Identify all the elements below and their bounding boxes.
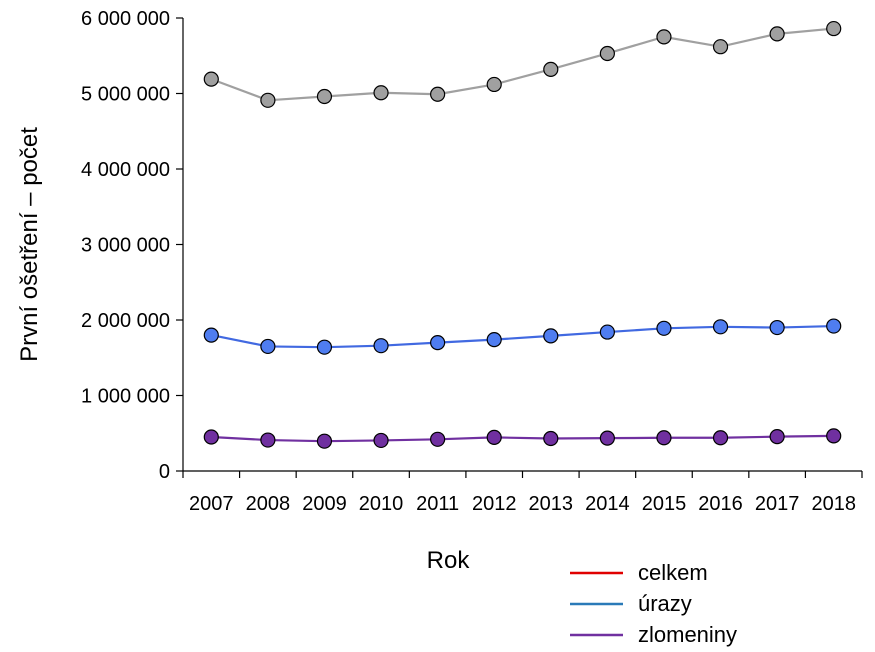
x-tick-label: 2012	[472, 493, 517, 515]
data-point	[826, 20, 842, 37]
legend-item: zlomeniny	[570, 622, 737, 647]
x-tick-labels: 2007 2008 2009 2010 2011 2012 2013 2014 2015 2016…	[189, 493, 856, 515]
axes	[176, 17, 863, 478]
x-tick-label: 2013	[529, 493, 574, 515]
data-point	[430, 86, 446, 102]
y-tick-label: 6 000 000	[81, 8, 170, 30]
data-point	[543, 430, 559, 447]
legend: celkem úrazy zlomeniny	[570, 560, 737, 647]
series-group	[203, 20, 842, 449]
data-point	[203, 327, 219, 343]
data-point	[260, 92, 276, 108]
y-tick-labels: 0 1 000 000 2 000 000 3 000 000 4 000 000 5 0…	[81, 8, 170, 483]
data-point	[769, 26, 785, 42]
y-tick-label: 3 000 000	[81, 235, 170, 257]
data-point	[260, 432, 276, 448]
legend-item: celkem	[570, 560, 708, 585]
data-point	[656, 320, 672, 336]
data-point	[712, 319, 729, 335]
series-celkem	[203, 20, 842, 108]
x-tick-label: 2009	[302, 493, 347, 515]
series-line	[211, 324, 834, 349]
x-tick-label: 2014	[585, 493, 630, 515]
data-point	[712, 39, 729, 55]
data-point	[599, 324, 615, 340]
data-point	[316, 433, 333, 449]
y-axis-title: První ošetření – počet	[16, 127, 43, 362]
x-tick-label: 2010	[359, 493, 404, 515]
data-point	[373, 338, 389, 354]
data-point	[486, 429, 502, 446]
series-line	[211, 434, 834, 443]
legend-label: úrazy	[638, 591, 692, 616]
data-point	[373, 432, 389, 449]
data-point	[316, 88, 333, 105]
x-tick-label: 2017	[755, 493, 800, 515]
data-point	[599, 45, 615, 62]
x-tick-label: 2018	[811, 493, 856, 515]
data-point	[203, 429, 219, 445]
data-point	[769, 319, 785, 336]
y-tick-label: 5 000 000	[81, 84, 170, 106]
y-tick-label: 2 000 000	[81, 310, 170, 332]
x-tick-label: 2016	[698, 493, 743, 515]
data-point	[656, 29, 672, 45]
data-point	[316, 339, 333, 355]
data-point	[430, 431, 446, 447]
legend-label: celkem	[638, 560, 708, 585]
data-point	[656, 430, 672, 446]
y-tick-label: 4 000 000	[81, 159, 170, 181]
data-point	[203, 71, 219, 87]
data-point	[769, 429, 785, 445]
series-line	[210, 27, 834, 102]
x-tick-label: 2008	[246, 493, 291, 515]
data-point	[486, 76, 502, 93]
x-tick-label: 2011	[416, 493, 459, 515]
data-point	[543, 61, 559, 77]
x-tick-label: 2015	[642, 493, 687, 515]
data-point	[599, 430, 615, 446]
data-point	[430, 335, 446, 351]
data-point	[712, 430, 729, 446]
data-point	[486, 332, 502, 348]
data-point	[826, 428, 842, 444]
legend-item: úrazy	[570, 591, 692, 616]
legend-label: zlomeniny	[638, 622, 737, 647]
x-axis-title: Rok	[427, 547, 471, 574]
data-point	[373, 85, 389, 101]
data-point	[543, 328, 559, 344]
series-zlomeniny	[203, 428, 842, 449]
x-tick-label: 2007	[189, 493, 234, 515]
y-tick-label: 0	[159, 461, 170, 483]
series-úrazy	[203, 318, 842, 355]
data-point	[260, 338, 276, 355]
y-tick-label: 1 000 000	[81, 386, 170, 408]
data-point	[826, 318, 842, 334]
